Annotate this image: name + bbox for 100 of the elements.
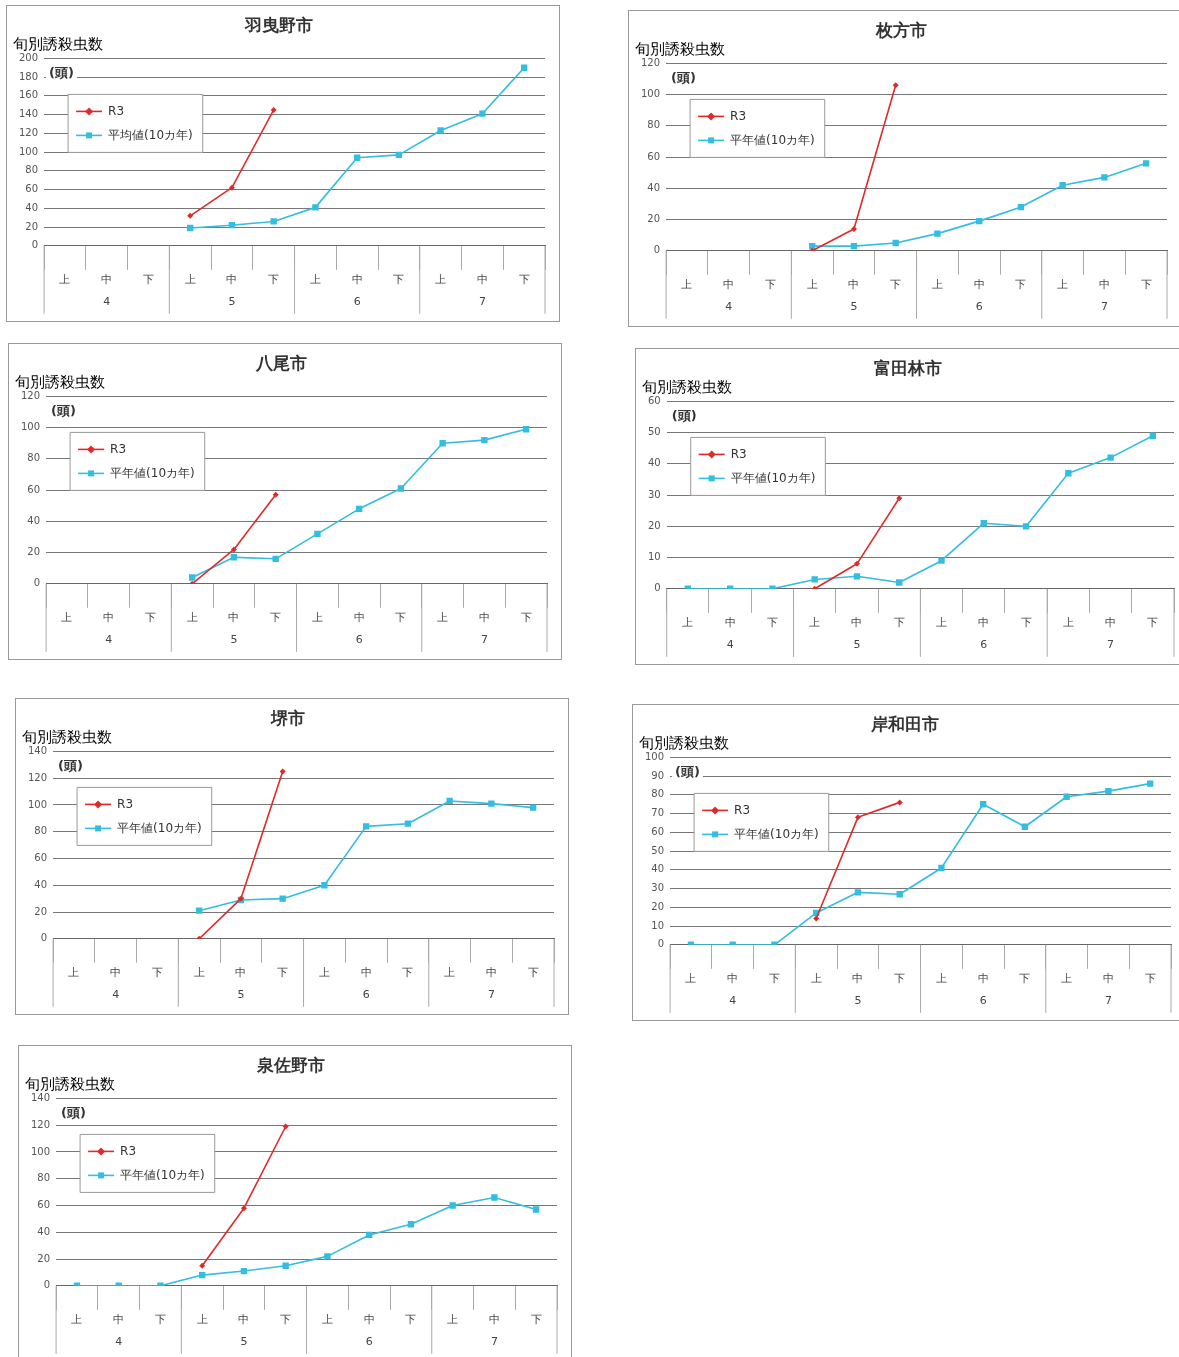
y-tick-label: 120 [30,1118,51,1130]
chart-subtitle: 旬別誘殺虫数 [642,378,732,397]
chart-title: 枚方市 [874,19,927,40]
text: 7 [490,1334,498,1348]
y-tick-label: 200 [18,51,39,63]
x-tick-label: 中 [476,273,488,287]
chart-title: 堺市 [270,707,305,728]
x-tick-label: 中 [973,278,985,292]
legend-label: R3 [730,446,747,461]
y-tick-label: 160 [18,89,39,101]
y-tick-label: 50 [651,844,665,856]
y-tick-label: 0 [33,577,41,589]
y-tick-label: 120 [20,389,41,401]
x-tick-label: 中 [351,273,363,287]
chart-title: 羽曳野市 [244,14,313,35]
x-tick-label: 下 [405,1313,417,1327]
x-tick-label: 下 [530,1313,542,1327]
x-tick-label: 下 [768,972,780,986]
chart-subtitle: 旬別誘殺虫数 [635,40,725,59]
y-tick-label: 120 [640,56,661,68]
y-tick-label: 40 [37,1225,51,1237]
y-tick-label: 80 [647,119,661,131]
text: 4 [726,637,734,651]
x-tick-label: 上 [935,972,947,986]
x-tick-label: 上 [68,966,80,980]
y-axis-title: (頭) [671,407,697,423]
x-tick-label: 下 [527,966,539,980]
x-tick-label: 上 [681,278,693,292]
x-tick-label: 中 [852,972,864,986]
text: 5 [240,1334,248,1348]
x-tick-label: 中 [110,966,122,980]
y-tick-label: 0 [654,582,661,594]
x-tick-label: 中 [727,972,739,986]
y-tick-label: 60 [25,183,39,195]
x-tick-label: 下 [270,611,282,625]
y-tick-label: 40 [34,878,48,890]
x-tick-label: 中 [724,616,736,630]
x-tick-label: 中 [478,611,490,625]
x-tick-label: 中 [1102,972,1114,986]
x-tick-label: 下 [151,966,163,980]
x-tick-label: 上 [311,611,323,625]
x-tick-label: 中 [101,273,113,287]
y-tick-label: 60 [651,825,665,837]
y-tick-label: 20 [651,900,665,912]
text: 4 [725,299,733,313]
y-tick-label: 40 [647,181,661,193]
legend-label: 平年値(10カ年) [730,470,816,485]
x-tick-label: 中 [1105,616,1117,630]
x-tick-label: 中 [238,1313,250,1327]
y-tick-label: 50 [647,426,661,438]
x-tick-label: 下 [890,278,902,292]
x-tick-label: 上 [71,1313,83,1327]
y-tick-label: 10 [651,919,665,931]
x-tick-label: 中 [228,611,240,625]
x-tick-label: 中 [978,616,990,630]
y-tick-label: 0 [43,1279,51,1291]
chart-subtitle: 旬別誘殺虫数 [22,728,112,747]
legend-label: 平年値(10カ年) [110,465,195,480]
legend-label: R3 [110,441,127,456]
x-tick-label: 下 [1020,616,1032,630]
x-tick-label: 中 [363,1313,375,1327]
x-tick-label: 上 [435,273,447,287]
x-tick-label: 下 [277,966,289,980]
y-tick-label: 40 [27,514,41,526]
chart-subtitle: 旬別誘殺虫数 [13,35,103,54]
x-tick-label: 下 [894,972,906,986]
x-tick-label: 上 [184,273,196,287]
text: 5 [854,993,862,1007]
x-tick-label: 中 [977,972,989,986]
chart-title: 八尾市 [254,352,307,373]
x-tick-label: 下 [518,273,530,287]
y-tick-label: 180 [18,70,39,82]
y-tick-label: 20 [27,546,41,558]
x-tick-label: 下 [1140,278,1152,292]
text: 5 [228,294,236,308]
x-tick-label: 上 [186,611,198,625]
y-tick-label: 60 [37,1199,51,1211]
text: 7 [1104,993,1112,1007]
x-tick-label: 上 [936,616,947,630]
text: 7 [478,294,486,308]
chart-subtitle: 旬別誘殺虫数 [25,1075,115,1094]
text: 6 [980,637,988,651]
y-tick-label: 60 [34,852,48,864]
x-tick-label: 下 [268,273,280,287]
y-axis-title: (頭) [49,64,74,80]
text: 4 [112,987,120,1001]
y-tick-label: 30 [647,488,661,500]
text: 6 [355,632,363,646]
text: 6 [353,294,361,308]
x-tick-label: 下 [280,1313,292,1327]
x-tick-label: 上 [318,966,330,980]
legend-label: 平年値(10カ年) [117,820,202,835]
x-tick-label: 下 [764,278,776,292]
x-tick-label: 中 [848,278,860,292]
y-tick-label: 100 [644,750,665,762]
x-tick-label: 上 [447,1313,459,1327]
x-tick-label: 中 [113,1313,125,1327]
x-tick-label: 下 [144,611,156,625]
x-tick-label: 中 [723,278,735,292]
text: 4 [729,993,737,1007]
